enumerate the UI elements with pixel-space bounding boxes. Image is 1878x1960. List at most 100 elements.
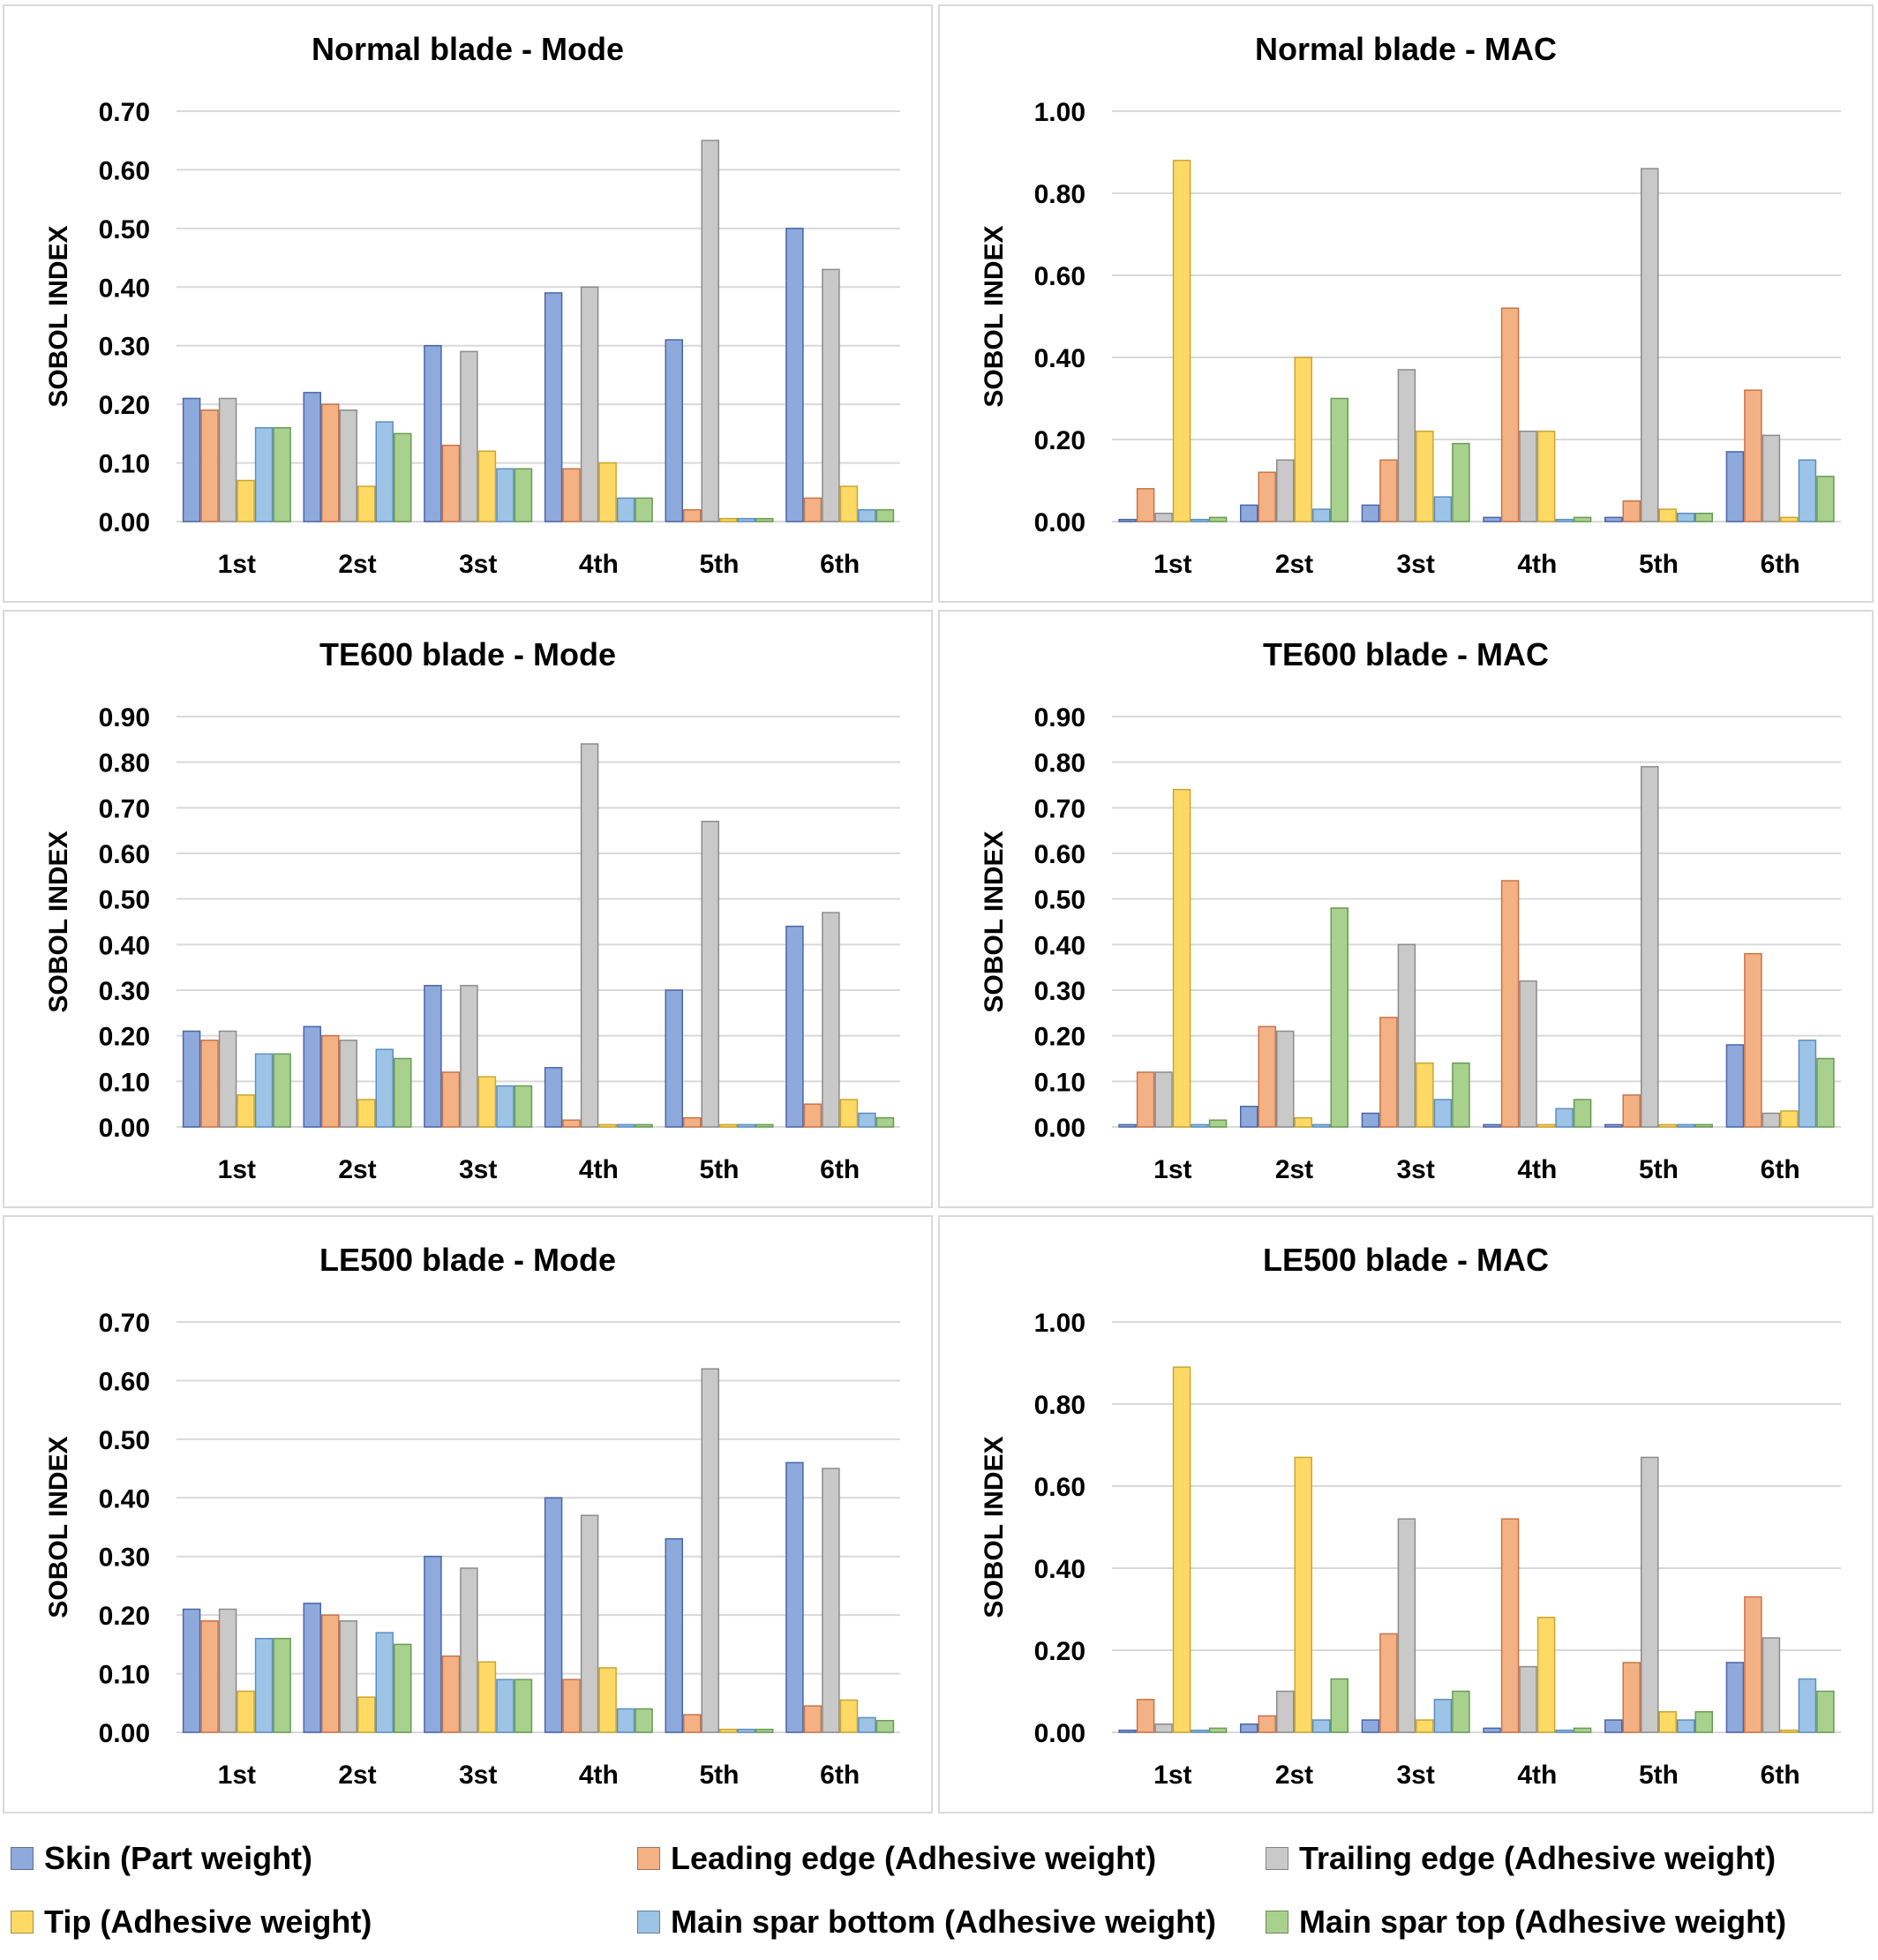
bar-5th-series-2 [683,1116,702,1128]
bar-2st-series-1 [303,1025,321,1128]
bar-2st-series-3 [339,409,357,522]
bar-6th-series-5 [1798,1040,1817,1128]
legend-item-skin: Skin (Part weight) [11,1836,312,1881]
chart-title: LE500 blade - Mode [319,1242,616,1278]
bar-4th-series-5 [616,1708,635,1733]
x-tick-label: 6th [1761,1155,1800,1184]
legend-item-leading-edge: Leading edge (Adhesive weight) [637,1836,1156,1881]
bar-4th-series-3 [1519,430,1537,522]
y-tick-label: 0.60 [99,840,150,869]
bar-6th-series-1 [1725,1044,1745,1128]
bar-2st-series-1 [1240,1106,1258,1128]
y-tick-label: 0.30 [99,977,150,1006]
y-tick-label: 0.20 [1034,426,1085,455]
y-tick-label: 0.50 [99,215,150,244]
bar-1st-series-3 [218,1608,237,1733]
bar-3st-series-6 [514,468,533,522]
x-tick-label: 1st [218,550,256,579]
bar-1st-series-1 [1118,1123,1137,1128]
bar-5th-series-1 [665,1538,683,1733]
bar-6th-series-6 [1816,476,1835,522]
bar-6th-series-2 [1744,389,1762,522]
bar-6th-series-5 [858,508,876,522]
bar-4th-series-5 [1555,1108,1574,1128]
bar-3st-series-2 [1379,1633,1398,1733]
bar-5th-series-6 [755,517,774,522]
bar-3st-series-1 [1361,504,1380,522]
bar-2st-series-2 [1258,1715,1276,1733]
bar-3st-series-6 [514,1085,533,1128]
bar-5th-series-3 [701,139,719,522]
x-tick-label: 4th [579,1761,619,1790]
bar-6th-series-3 [1762,1112,1781,1128]
y-tick-label: 0.00 [1034,1719,1085,1748]
y-tick-label: 0.00 [1034,1114,1085,1143]
y-tick-label: 0.80 [1034,749,1085,778]
bar-6th-series-2 [803,1103,823,1128]
bar-6th-series-1 [1725,1662,1745,1733]
bar-3st-series-4 [477,1076,497,1128]
bar-5th-series-4 [1658,508,1677,522]
bar-5th-series-5 [737,1728,755,1733]
y-axis-label: SOBOL INDEX [44,225,73,407]
bar-4th-series-2 [562,1678,581,1733]
legend-swatch-leading-edge [637,1847,660,1870]
x-tick-label: 4th [579,1155,619,1184]
bar-1st-series-6 [1208,516,1228,522]
y-tick-label: 0.60 [1034,840,1085,869]
bar-4th-series-2 [1500,880,1520,1128]
bar-2st-series-1 [303,392,321,522]
bar-4th-series-3 [1519,1665,1537,1733]
bar-1st-series-6 [273,1053,291,1128]
x-tick-label: 5th [700,1761,740,1790]
bar-6th-series-3 [1762,1637,1781,1733]
bar-5th-series-2 [683,1714,702,1733]
x-tick-label: 5th [700,1155,740,1184]
bar-4th-series-3 [580,1514,599,1733]
bar-5th-series-1 [665,989,683,1128]
chart-panel-4: TE600 blade - MAC 0.00 0.10 0.20 0.30 0.40 0.5… [938,610,1874,1208]
bar-6th-series-3 [1762,434,1781,522]
bar-5th-series-4 [1658,1123,1677,1128]
bar-3st-series-1 [1361,1112,1380,1128]
y-tick-label: 0.70 [1034,794,1085,823]
bar-5th-series-1 [1604,1123,1623,1128]
bar-5th-series-3 [1641,1456,1659,1733]
bar-4th-series-1 [1483,1727,1501,1733]
y-tick-label: 0.20 [99,1023,150,1052]
chart-panel-1: Normal blade - Mode 0.00 0.10 0.20 0.30 0.40 0… [3,4,933,603]
bar-3st-series-3 [1397,943,1416,1128]
bar-1st-series-4 [1172,160,1191,522]
legend-item-tip: Tip (Adhesive weight) [11,1900,372,1944]
bar-4th-series-2 [1500,307,1520,522]
bar-4th-series-5 [616,497,635,522]
bar-2st-series-5 [1312,508,1331,522]
bar-1st-series-4 [237,1690,255,1733]
bar-1st-series-6 [1208,1119,1228,1128]
y-axis-label: SOBOL INDEX [980,1436,1009,1618]
bar-3st-series-1 [424,1555,442,1733]
bar-2st-series-2 [321,403,340,522]
y-tick-label: 0.00 [99,1719,150,1748]
bar-1st-series-1 [1118,1729,1137,1733]
y-tick-label: 0.80 [1034,180,1085,209]
bar-4th-series-6 [635,1123,653,1128]
bar-2st-series-5 [1312,1123,1331,1128]
y-tick-label: 0.20 [1034,1637,1085,1666]
bar-5th-series-6 [1694,512,1713,522]
y-tick-label: 0.10 [99,1661,150,1690]
y-tick-label: 0.40 [99,1484,150,1513]
bar-6th-series-6 [875,1116,895,1128]
x-tick-label: 1st [1153,1761,1191,1790]
bar-2st-series-4 [1294,1456,1312,1733]
bar-1st-series-6 [1208,1727,1228,1733]
x-tick-label: 5th [700,550,740,579]
bar-5th-series-6 [755,1728,774,1733]
bar-6th-series-5 [1798,1678,1817,1733]
bar-6th-series-3 [822,912,840,1128]
bar-4th-series-6 [635,1708,653,1733]
y-tick-label: 0.60 [1034,1473,1085,1502]
bar-1st-series-2 [200,1040,219,1128]
x-tick-label: 1st [1153,550,1191,579]
